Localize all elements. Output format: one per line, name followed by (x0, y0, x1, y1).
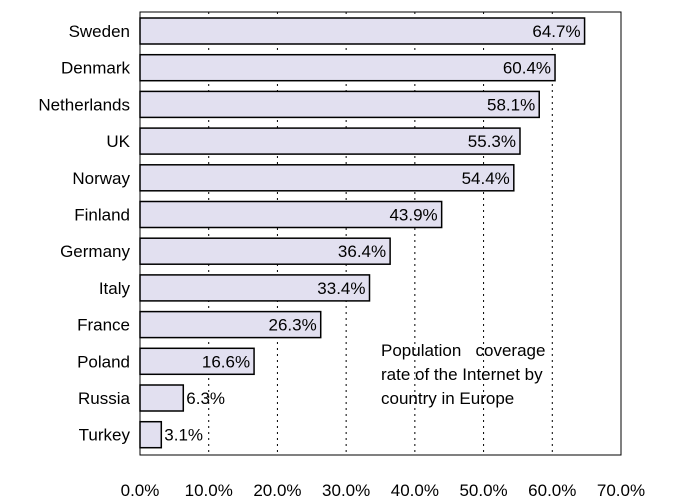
bar-value-label: 58.1% (487, 95, 535, 114)
category-label: Italy (99, 279, 131, 298)
category-label: France (77, 316, 130, 335)
bar-value-label: 60.4% (503, 59, 551, 78)
bar-value-label: 16.6% (202, 352, 250, 371)
annotation-line-2: rate of the Internet by (381, 365, 543, 384)
bar-value-label: 36.4% (338, 242, 386, 261)
category-label: Denmark (61, 59, 130, 78)
x-tick-label: 60.0% (528, 481, 576, 500)
x-tick-label: 30.0% (322, 481, 370, 500)
bar-value-label: 26.3% (269, 316, 317, 335)
x-tick-label: 50.0% (459, 481, 507, 500)
x-tick-label: 10.0% (185, 481, 233, 500)
category-label: Germany (60, 242, 130, 261)
category-label: Netherlands (38, 95, 130, 114)
bar (139, 127, 521, 155)
category-label: Turkey (79, 426, 131, 445)
chart-annotation: Population coverage rate of the Internet… (381, 341, 550, 408)
x-tick-label: 0.0% (121, 481, 160, 500)
bar (139, 164, 515, 192)
bar (139, 237, 391, 265)
x-tick-label: 70.0% (597, 481, 645, 500)
category-label: Poland (77, 352, 130, 371)
grid-lines (208, 12, 553, 455)
bar-value-label: 33.4% (317, 279, 365, 298)
bar-value-label: 54.4% (462, 169, 510, 188)
category-labels: Sweden Denmark Netherlands UK Norway Finland G… (38, 22, 130, 445)
category-label: Finland (74, 206, 130, 225)
annotation-line-3: country in Europe (381, 389, 514, 408)
category-label: Norway (72, 169, 130, 188)
bar (139, 347, 255, 376)
bars: 64.7% 60.4% 58.1% 55.3% 54.4% 43.9%36.4% 33.4%… (139, 17, 586, 449)
bar-value-label: 43.9% (389, 206, 437, 225)
bar (139, 90, 540, 119)
bar (139, 53, 556, 82)
bar-value-label: 3.1% (164, 426, 203, 445)
bar (139, 17, 586, 45)
bar-value-label: 6.3% (186, 389, 225, 408)
category-label: Sweden (69, 22, 130, 41)
bar (139, 310, 322, 339)
annotation-line-1: Population coverage (381, 341, 545, 360)
bar (139, 420, 163, 449)
bar (139, 384, 185, 412)
bar (139, 274, 371, 302)
plot-frame (139, 11, 622, 456)
x-tick-label: 40.0% (391, 481, 439, 500)
x-tick-labels: 0.0% 10.0% 20.0% 30.0% 40.0% 50.0% 60.0% 70.0% (121, 481, 645, 500)
bar-value-label: 55.3% (468, 132, 516, 151)
category-label: Russia (78, 389, 131, 408)
x-tick-label: 20.0% (253, 481, 301, 500)
bar-value-label: 64.7% (532, 22, 580, 41)
category-label: UK (106, 132, 130, 151)
bar (139, 200, 443, 229)
